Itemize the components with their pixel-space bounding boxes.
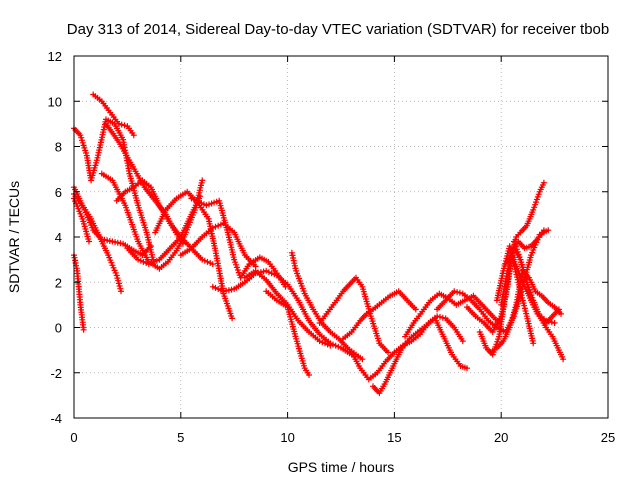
y-tick-label: 0 (55, 321, 62, 336)
series-markers-s16 (263, 288, 312, 378)
y-tick-label: -4 (50, 411, 62, 426)
y-tick-label: 8 (55, 140, 62, 155)
chart-title: Day 313 of 2014, Sidereal Day-to-day VTE… (67, 21, 609, 38)
series-markers-s21 (370, 315, 470, 397)
grid-lines (74, 56, 608, 418)
series-markers-s14 (209, 267, 355, 358)
y-tick-label: 10 (48, 94, 62, 109)
series-markers-s1 (71, 252, 87, 333)
y-tick-label: 4 (55, 230, 62, 245)
x-tick-label: 0 (70, 430, 77, 445)
y-tick-label: -2 (50, 366, 62, 381)
y-tick-label: 2 (55, 275, 62, 290)
y-axis-label: SDTVAR / TECUs (6, 181, 22, 293)
series-markers-s19 (340, 288, 419, 342)
x-tick-label: 5 (177, 430, 184, 445)
series-markers-s9 (113, 177, 216, 268)
plot-frame (73, 55, 609, 419)
x-tick-label: 25 (601, 430, 615, 445)
y-tick-label: 6 (55, 185, 62, 200)
series-markers-s30 (502, 252, 558, 326)
series-markers-s6 (90, 91, 137, 139)
series-markers-s12 (177, 220, 259, 270)
x-tick-label: 10 (280, 430, 294, 445)
data-series (71, 91, 567, 397)
y-tick-label: 12 (48, 49, 62, 64)
series-markers-s10 (124, 193, 203, 268)
x-axis-label: GPS time / hours (288, 459, 395, 475)
x-tick-label: 15 (387, 430, 401, 445)
series-markers-s13 (188, 195, 289, 290)
x-tick-label: 20 (494, 430, 508, 445)
